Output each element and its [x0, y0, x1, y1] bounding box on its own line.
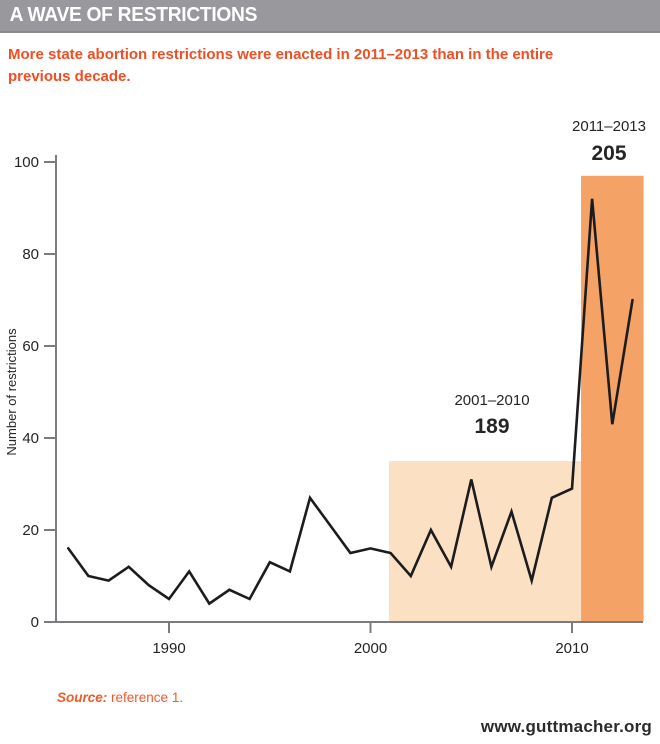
period-2001-2010-total: 189	[474, 415, 509, 438]
source-label: Source:	[57, 690, 108, 705]
subtitle: More state abortion restrictions were en…	[8, 46, 554, 85]
x-tick-label: 2000	[354, 640, 387, 657]
period-2001-2010-label: 2001–2010	[454, 392, 529, 409]
y-tick-label: 20	[22, 522, 39, 539]
page-title: A WAVE OF RESTRICTIONS	[9, 4, 258, 26]
restrictions-line-series	[67, 198, 634, 606]
period-2011-2013-box	[581, 175, 644, 623]
x-tick-label: 1990	[152, 640, 185, 657]
y-tick-label: 100	[14, 154, 39, 171]
y-tick-label: 0	[31, 614, 39, 631]
y-tick-label: 60	[22, 338, 39, 355]
y-tick-label: 80	[22, 246, 39, 263]
header-bar: A WAVE OF RESTRICTIONS	[0, 0, 660, 33]
period-2011-2013-total: 205	[591, 142, 626, 165]
line-chart: 0 20 40 60 80 100 1990 2000 2010 Number of restri…	[4, 118, 646, 657]
y-axis-title: Number of restrictions	[4, 328, 19, 456]
source-note: Source: reference 1.	[57, 690, 183, 705]
period-2011-2013-label: 2011–2013	[572, 118, 646, 135]
y-tick-label: 40	[22, 430, 39, 447]
x-tick-label: 2010	[555, 640, 588, 657]
source-text: reference 1.	[111, 690, 184, 705]
website-url: www.guttmacher.org	[480, 717, 652, 736]
